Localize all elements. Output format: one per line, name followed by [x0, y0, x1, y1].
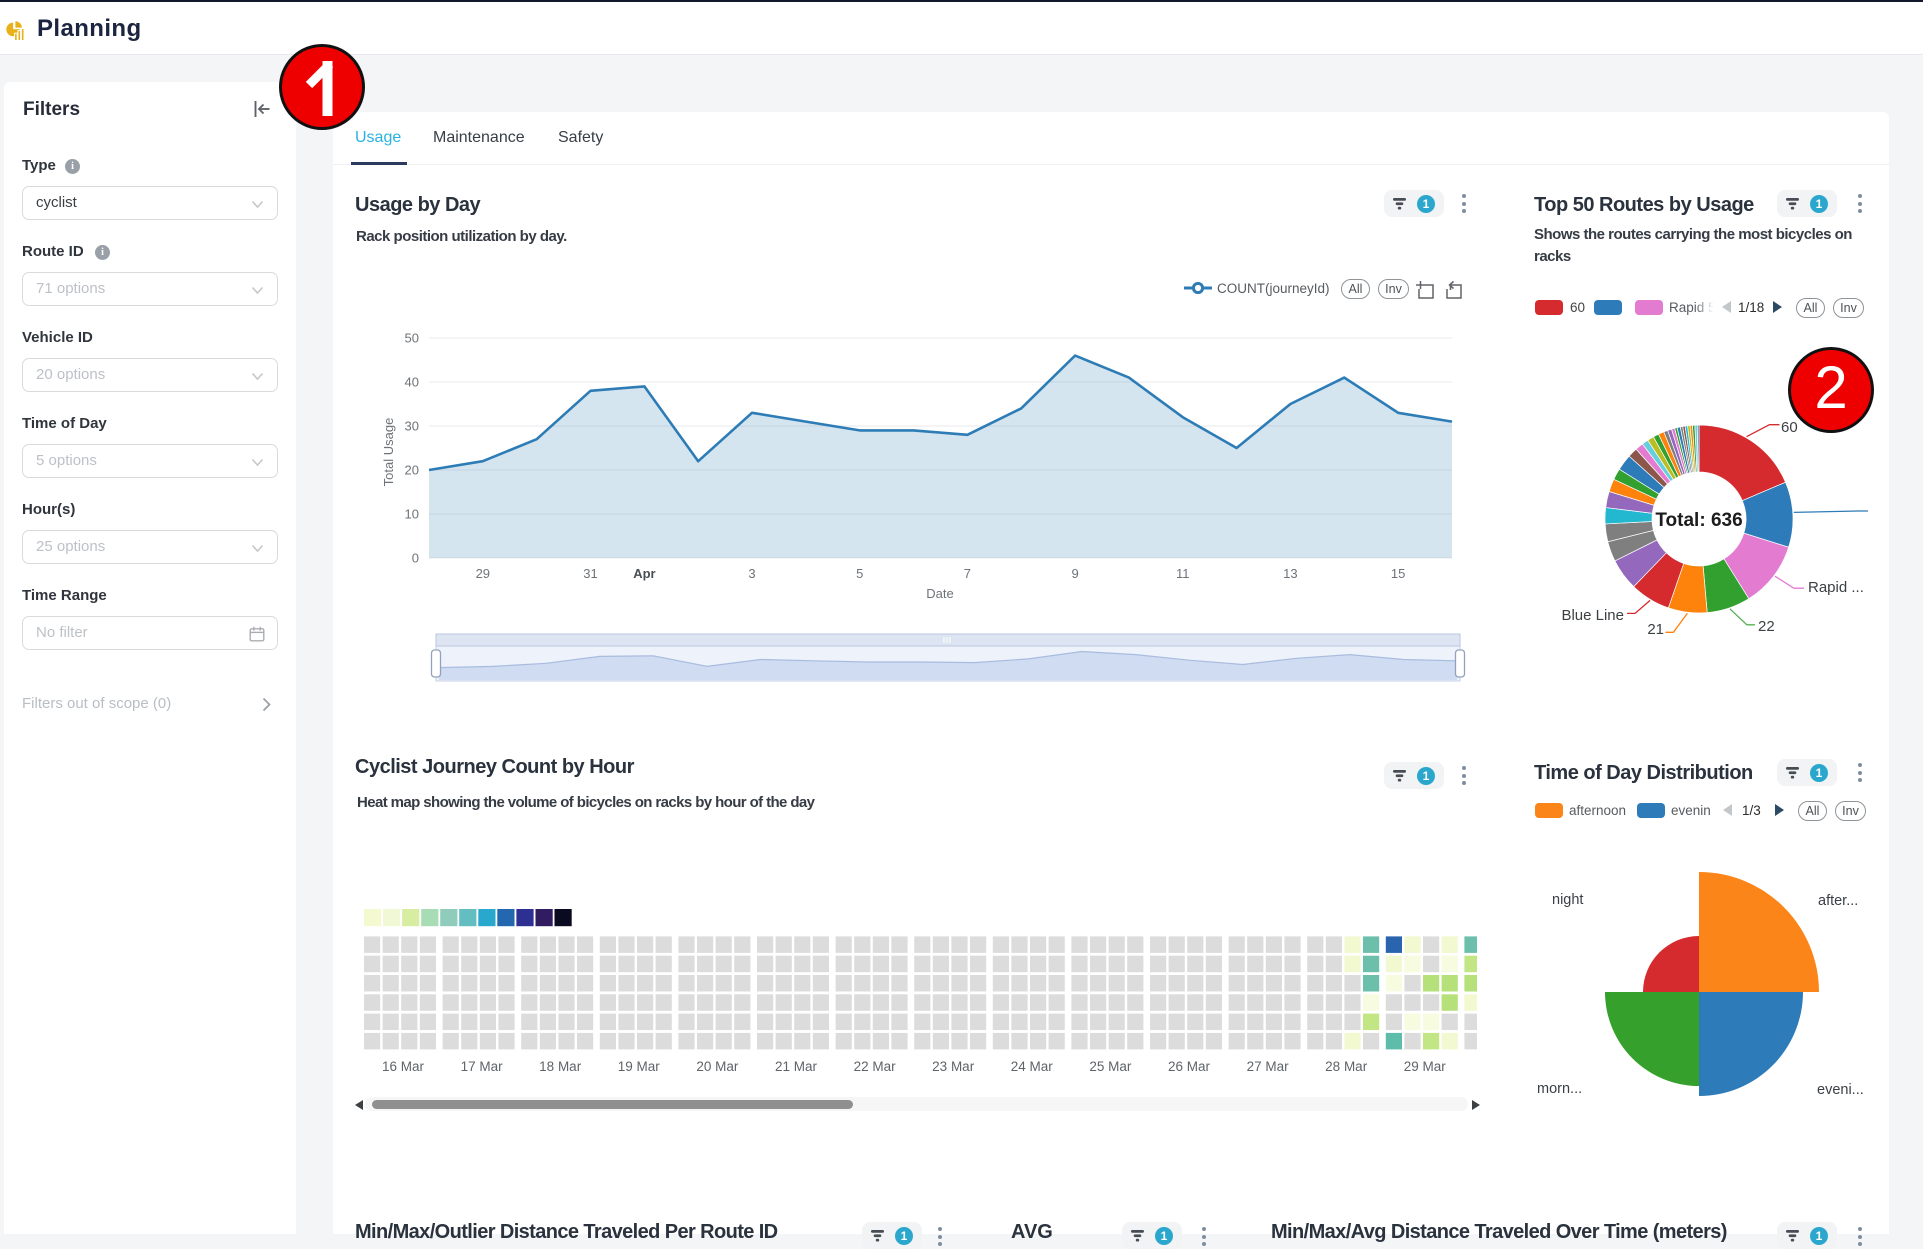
- svg-text:20 Mar: 20 Mar: [696, 1059, 739, 1074]
- svg-text:26 Mar: 26 Mar: [1168, 1059, 1211, 1074]
- svg-text:22: 22: [1758, 618, 1775, 635]
- svg-text:25 Mar: 25 Mar: [1089, 1059, 1132, 1074]
- svg-text:7: 7: [964, 566, 971, 581]
- svg-text:10: 10: [405, 507, 419, 522]
- svg-text:60: 60: [1781, 419, 1798, 436]
- svg-text:5: 5: [856, 566, 863, 581]
- svg-text:Date: Date: [926, 586, 953, 601]
- svg-text:21: 21: [1647, 621, 1664, 638]
- svg-text:9: 9: [1071, 566, 1078, 581]
- svg-text:morn...: morn...: [1537, 1081, 1582, 1097]
- svg-text:20: 20: [405, 463, 419, 478]
- svg-text:19 Mar: 19 Mar: [618, 1059, 661, 1074]
- svg-text:Total Usage: Total Usage: [381, 418, 396, 487]
- svg-text:eveni...: eveni...: [1817, 1082, 1864, 1098]
- svg-text:after...: after...: [1818, 893, 1858, 909]
- svg-text:22 Mar: 22 Mar: [854, 1059, 897, 1074]
- svg-text:Apr: Apr: [633, 566, 655, 581]
- svg-text:16 Mar: 16 Mar: [382, 1059, 425, 1074]
- svg-text:30: 30: [405, 419, 419, 434]
- svg-text:night: night: [1552, 892, 1583, 908]
- svg-text:29 Mar: 29 Mar: [1404, 1059, 1447, 1074]
- svg-text:40: 40: [405, 375, 419, 390]
- svg-text:27 Mar: 27 Mar: [1247, 1059, 1290, 1074]
- svg-text:17 Mar: 17 Mar: [461, 1059, 504, 1074]
- svg-text:0: 0: [412, 551, 419, 566]
- svg-text:3: 3: [748, 566, 755, 581]
- svg-text:24 Mar: 24 Mar: [1011, 1059, 1054, 1074]
- svg-text:21 Mar: 21 Mar: [775, 1059, 818, 1074]
- svg-text:50: 50: [405, 331, 419, 346]
- svg-text:Rapid ...: Rapid ...: [1808, 579, 1864, 596]
- svg-text:31: 31: [583, 566, 597, 581]
- svg-text:Total: 636: Total: 636: [1655, 510, 1742, 531]
- svg-text:28 Mar: 28 Mar: [1325, 1059, 1368, 1074]
- svg-text:Blue Line: Blue Line: [1561, 607, 1624, 624]
- svg-text:13: 13: [1283, 566, 1297, 581]
- svg-text:11: 11: [1176, 566, 1190, 581]
- svg-text:18 Mar: 18 Mar: [539, 1059, 582, 1074]
- svg-text:29: 29: [476, 566, 490, 581]
- svg-text:23 Mar: 23 Mar: [932, 1059, 975, 1074]
- svg-text:15: 15: [1391, 566, 1405, 581]
